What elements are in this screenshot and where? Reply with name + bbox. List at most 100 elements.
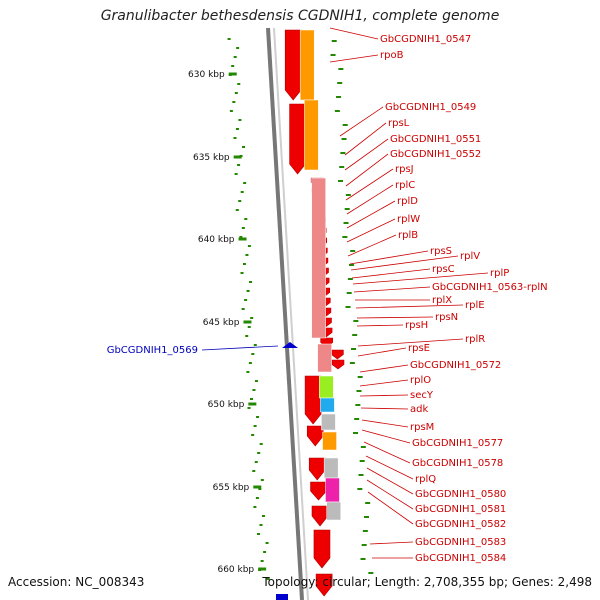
gc-dash [341,138,347,140]
gene-label[interactable]: GbCGDNIH1_0563-rplN [432,282,548,293]
gc-dash [361,544,367,546]
feature-block [322,431,337,451]
tick-label: 630 kbp [188,70,225,80]
gc-dash [260,479,264,481]
gc-dash [239,236,243,238]
label-leader [357,347,407,357]
gene-label[interactable]: rpsE [408,343,430,354]
gene-label[interactable]: rpsC [432,264,455,275]
label-leader [367,491,414,525]
gc-dash [337,82,343,84]
label-leader [345,168,394,201]
gc-dash [260,560,264,562]
cds-arrow [315,573,333,597]
label-leader [346,218,396,243]
gc-dash [234,173,238,175]
cds-arrow [306,425,324,447]
gc-dash [259,524,263,526]
feature-block [323,457,339,479]
gene-label[interactable]: adk [410,404,428,415]
label-leader [346,200,396,229]
gene-label[interactable]: GbCGDNIH1_0552 [390,149,481,160]
label-leader [356,316,434,319]
gene-label[interactable]: rpsJ [395,164,414,175]
gene-label[interactable]: rpoB [380,50,404,61]
label-leader [329,27,379,40]
gc-dash [359,460,365,462]
gene-label[interactable]: rpsM [410,422,434,433]
gene-label[interactable]: GbCGDNIH1_0583 [415,537,506,548]
gc-dash [227,38,231,40]
gene-label[interactable]: rplC [395,180,415,191]
gc-dash [364,516,370,518]
gc-dash [252,389,256,391]
gene-label[interactable]: GbCGDNIH1_0580 [415,489,506,500]
gc-dash [258,488,262,490]
label-leader [359,364,409,373]
left-label-group: GbCGDNIH1_0569 [107,342,298,600]
gc-dash [362,530,368,532]
gene-label[interactable]: rplQ [415,474,436,485]
feature-block [326,501,341,521]
label-leader [361,429,411,444]
gc-dash [240,272,244,274]
gene-label[interactable]: rplB [398,230,418,241]
gene-label[interactable]: rpsL [388,118,410,129]
gc-dash [349,264,355,266]
gc-dash [245,335,249,337]
gc-dash [340,152,346,154]
gc-dash [233,56,237,58]
label-leader [347,234,397,257]
gc-dash [247,326,251,328]
gene-label[interactable]: GbCGDNIH1_0581 [415,504,506,515]
gc-dash [247,407,251,409]
gc-dash [245,254,249,256]
gc-dash [243,182,247,184]
gene-label[interactable]: GbCGDNIH1_0578 [412,458,503,469]
gc-dash [266,578,270,580]
gene-label[interactable]: rpsN [435,312,458,323]
gc-dash [342,236,348,238]
gene-label[interactable]: rplR [465,334,485,345]
gc-dash [354,418,360,420]
feature-block [317,343,332,373]
gene-label[interactable]: rplX [432,295,452,306]
gene-label[interactable]: rplE [465,300,485,311]
gc-dash [235,209,239,211]
feature-block [325,477,340,503]
label-leader [346,184,394,215]
gene-label[interactable]: rplD [397,196,418,207]
gc-dash [349,362,355,364]
cds-arrow [331,349,344,360]
gc-dash [344,208,350,210]
tick-label: 635 kbp [193,153,230,163]
gene-label[interactable]: rpsH [405,320,428,331]
gene-label[interactable]: GbCGDNIH1_0582 [415,519,506,530]
gene-label[interactable]: rplP [490,268,509,279]
gene-label[interactable]: GbCGDNIH1_0569 [107,345,198,356]
gc-dash [244,218,248,220]
summary-text: Topology: circular; Length: 2,708,355 bp… [262,575,592,589]
gene-label[interactable]: GbCGDNIH1_0584 [415,553,506,564]
gc-dash [350,250,356,252]
gc-dash [231,65,235,67]
gc-dash [357,488,363,490]
gene-label[interactable]: rplW [397,214,420,225]
gene-label[interactable]: GbCGDNIH1_0572 [410,360,501,371]
label-leader [344,138,389,171]
gene-label[interactable]: rplO [410,375,431,386]
gc-dash [253,425,257,427]
gene-label[interactable]: GbCGDNIH1_0577 [412,438,503,449]
gc-dash [256,416,260,418]
tick-label: 645 kbp [203,318,240,328]
gc-dash [236,47,240,49]
gene-label[interactable]: rpsS [430,246,452,257]
gene-label[interactable]: GbCGDNIH1_0549 [385,102,476,113]
gene-label[interactable]: GbCGDNIH1_0551 [390,134,481,145]
gc-dash [365,502,371,504]
gene-label[interactable]: GbCGDNIH1_0547 [380,34,471,45]
gene-label[interactable]: rplV [460,251,480,262]
gc-dash [358,474,364,476]
gene-label[interactable]: secY [410,390,434,401]
